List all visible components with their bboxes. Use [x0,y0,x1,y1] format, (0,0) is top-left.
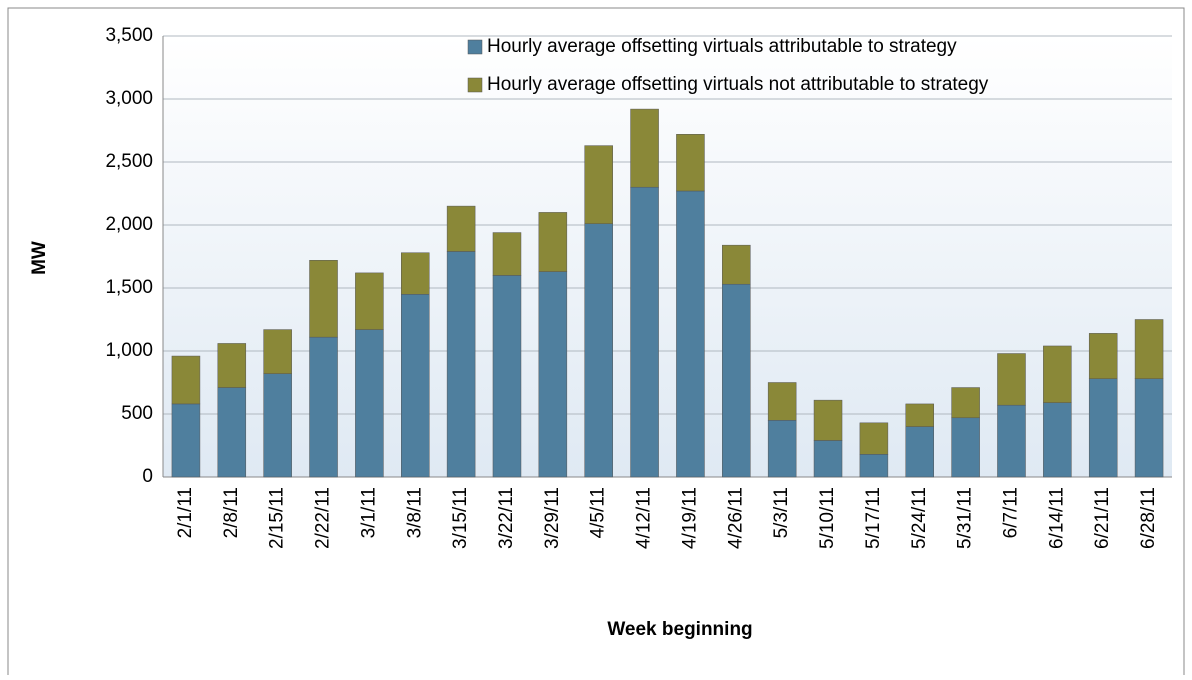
bar-segment [263,373,292,478]
x-tick-label: 6/21/11 [1092,487,1113,549]
y-tick-label: 2,000 [105,214,153,235]
bar-segment [355,272,384,330]
bar-segment [1088,333,1118,379]
x-tick-label: 3/29/11 [542,487,563,549]
bar-segment [309,260,338,338]
bar-segment [997,404,1026,478]
bar-segment [401,294,430,478]
bar-segment [263,329,292,374]
x-tick-label: 2/15/11 [267,487,288,549]
bar-segment [813,440,843,478]
x-tick-label: 2/8/11 [221,487,242,538]
chart-border [7,7,1185,680]
x-tick-label: 5/31/11 [955,487,976,549]
bar-segment [859,454,889,478]
x-tick-label: 5/3/11 [771,487,792,538]
y-tick-label: 1,000 [105,340,153,361]
x-tick-label: 5/24/11 [909,487,930,549]
bar-segment [584,145,613,224]
legend-label: Hourly average offsetting virtuals attri… [487,36,957,57]
bar-segment [446,251,476,478]
bar-segment [1043,345,1072,403]
y-tick-label: 1,500 [105,277,153,298]
bar-segment [722,283,751,478]
y-tick-label: 2,500 [105,151,153,172]
x-tick-label: 4/12/11 [634,487,655,549]
bar-segment [767,382,797,421]
x-tick-label: 5/17/11 [863,487,884,549]
legend-label: Hourly average offsetting virtuals not a… [487,74,989,95]
bar-segment [355,329,384,478]
bar-segment [401,252,430,295]
bar-segment [951,387,980,419]
x-tick-label: 2/1/11 [175,487,196,538]
bar-segment [813,399,843,441]
bar-segment [997,353,1026,406]
bar-segment [905,403,934,427]
bar-segment [171,403,201,478]
x-tick-label: 4/5/11 [588,487,609,538]
bar-segment [584,223,613,478]
bar-segment [1134,319,1164,379]
bar-segment [538,271,568,478]
y-tick-label: 3,500 [105,25,153,46]
y-tick-label: 0 [142,466,153,487]
bar-segment [722,244,751,285]
y-axis-title: MW [29,241,50,275]
bar-segment [492,275,522,478]
bar-segment [767,420,797,478]
bar-segment [1134,378,1164,478]
x-axis-title: Week beginning [607,619,752,640]
bar-segment [217,387,247,478]
bar-segment [1043,402,1072,478]
bar-segment [217,343,247,388]
bar-segment [538,212,568,272]
x-tick-label: 3/15/11 [450,487,471,549]
bar-segment [171,355,201,405]
bar-segment [676,190,705,478]
bar-segment [309,336,338,478]
legend-swatch [467,39,483,55]
legend-swatch [467,77,483,93]
x-tick-label: 4/26/11 [725,487,746,549]
bar-segment [859,422,889,455]
bar-segment [630,186,659,478]
bar-segment [446,205,476,252]
x-tick-label: 3/1/11 [358,487,379,538]
x-tick-label: 4/19/11 [679,487,700,549]
x-tick-label: 2/22/11 [313,487,334,549]
x-tick-label: 6/28/11 [1138,487,1159,549]
x-tick-label: 6/7/11 [1000,487,1021,538]
bar-segment [1088,378,1118,478]
bar-segment [630,108,659,188]
x-tick-label: 6/14/11 [1046,487,1067,549]
x-tick-label: 3/22/11 [496,487,517,549]
y-tick-label: 3,000 [105,88,153,109]
bar-segment [676,134,705,192]
x-tick-label: 3/8/11 [404,487,425,538]
x-tick-label: 5/10/11 [817,487,838,549]
bar-segment [905,426,934,478]
bar-segment [951,417,980,478]
bar-segment [492,232,522,276]
y-tick-label: 500 [121,403,153,424]
